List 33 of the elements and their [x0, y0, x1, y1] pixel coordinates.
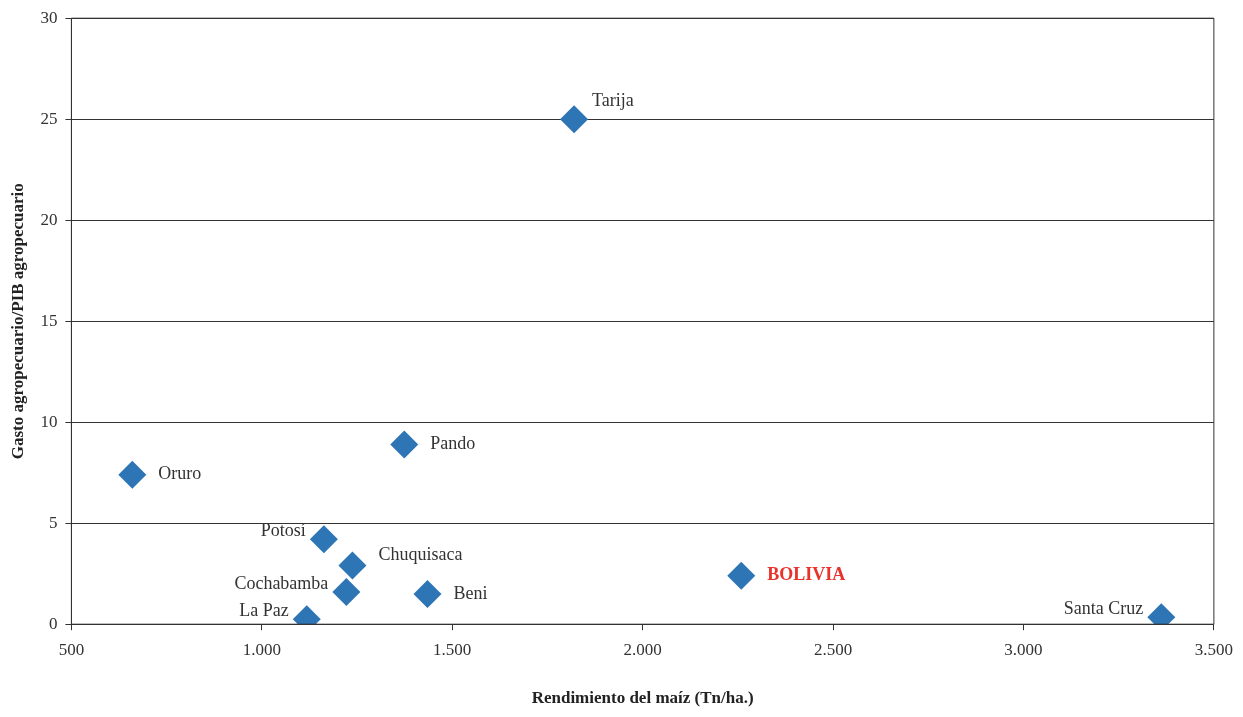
annotation: Santa Cruz	[1063, 597, 1144, 618]
point	[390, 430, 419, 459]
point	[338, 551, 367, 580]
point	[118, 460, 147, 489]
y-tick-label: 30	[40, 7, 58, 27]
annotation: Beni	[453, 582, 488, 603]
y-tick-label: 20	[40, 209, 58, 229]
y-tick-label: 0	[48, 613, 58, 633]
x-axis-title: Rendimiento del maíz (Tn/ha.)	[531, 688, 754, 708]
y-tick-label: 5	[48, 512, 58, 532]
x-tick-label: 500	[58, 639, 85, 659]
y-tick-label: 15	[40, 310, 58, 330]
point	[309, 525, 338, 554]
point	[332, 577, 361, 606]
x-tick-label: 2.000	[623, 639, 662, 659]
annotation: Tarija	[592, 89, 634, 110]
point	[413, 579, 442, 608]
annotation: La Paz	[239, 599, 289, 620]
point	[560, 105, 589, 134]
annotation: Cochabamba	[234, 572, 329, 593]
annotation: Oruro	[158, 463, 202, 484]
x-tick-label: 2.500	[813, 639, 853, 659]
annotation: Pando	[430, 433, 476, 454]
x-tick-label: 1.000	[242, 639, 281, 659]
x-tick-label: 3.500	[1194, 639, 1233, 659]
x-tick-label: 1.500	[433, 639, 472, 659]
y-tick-label: 25	[40, 108, 58, 128]
annotation: BOLIVIA	[767, 564, 846, 585]
point	[727, 561, 756, 590]
y-axis-title: Gasto agropecuario/PIB agropecuario	[7, 183, 27, 460]
y-tick-label: 10	[40, 411, 58, 431]
x-tick-label: 3.000	[1004, 639, 1043, 659]
annotation: Chuquisaca	[378, 544, 463, 565]
